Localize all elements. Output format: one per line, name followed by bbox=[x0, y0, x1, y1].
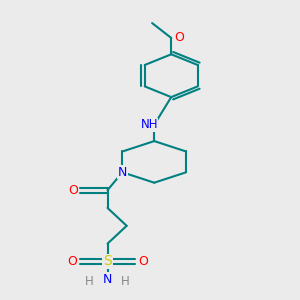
Text: O: O bbox=[138, 255, 148, 268]
Text: O: O bbox=[69, 184, 79, 196]
Text: H: H bbox=[121, 275, 130, 288]
Text: O: O bbox=[68, 255, 77, 268]
Text: O: O bbox=[174, 32, 184, 44]
Text: H: H bbox=[85, 275, 94, 288]
Text: NH: NH bbox=[140, 118, 158, 131]
Text: N: N bbox=[118, 166, 127, 179]
Text: S: S bbox=[103, 254, 112, 268]
Text: N: N bbox=[103, 273, 112, 286]
